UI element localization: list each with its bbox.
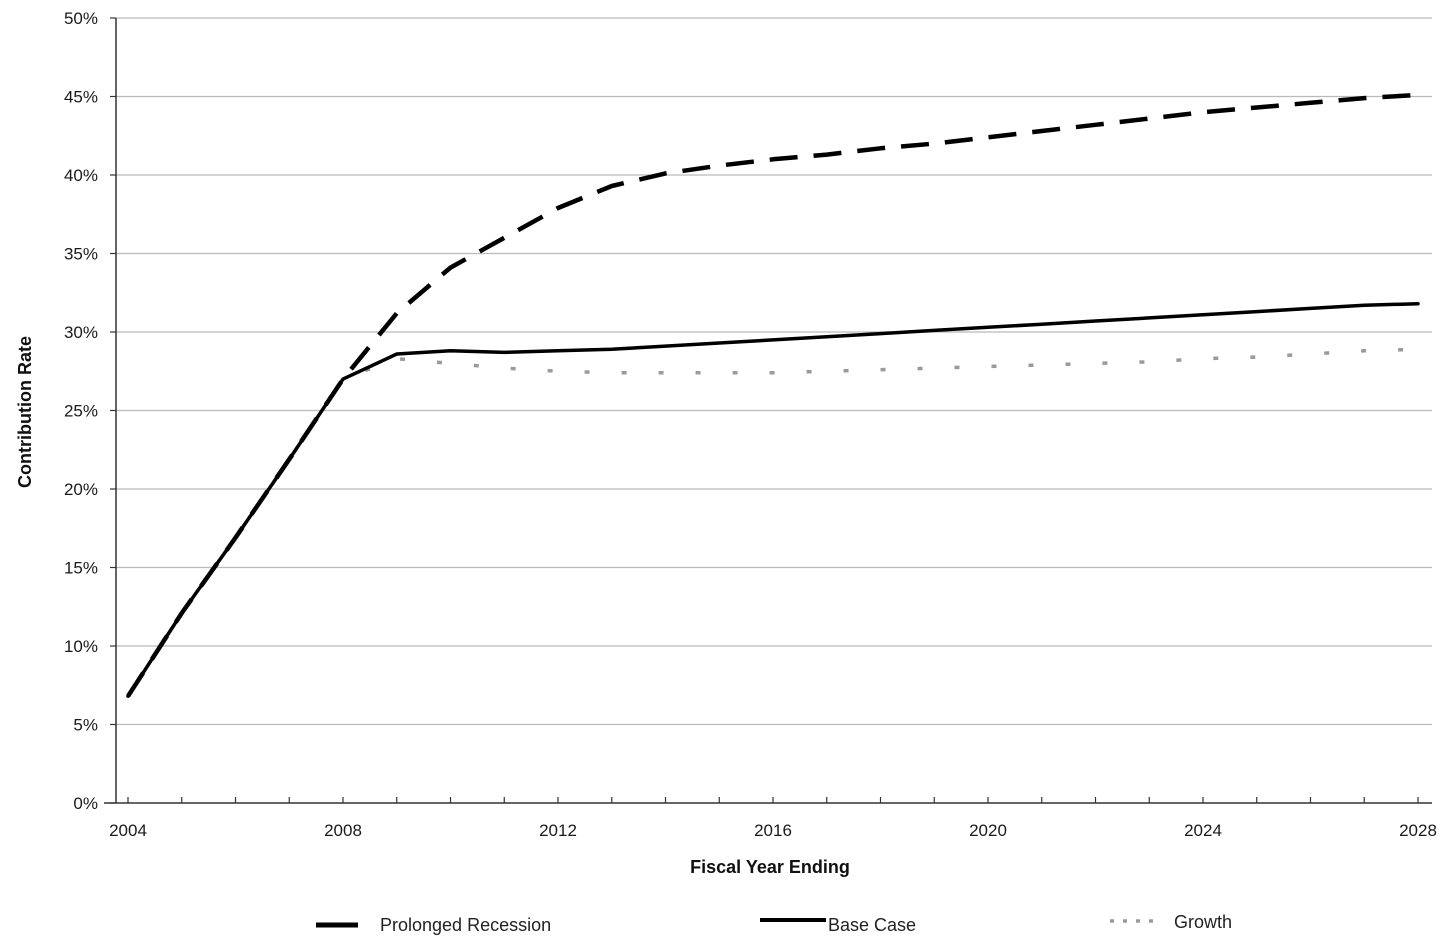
x-tick-label: 2028	[1399, 821, 1437, 840]
x-axis-title: Fiscal Year Ending	[690, 857, 850, 877]
y-axis-title: Contribution Rate	[15, 336, 35, 488]
series-line-growth	[126, 347, 1419, 698]
y-tick-label: 15%	[64, 559, 98, 578]
legend-label-growth: Growth	[1174, 912, 1232, 932]
x-tick-label: 2016	[754, 821, 792, 840]
legend-item-growth[interactable]: Growth	[1110, 912, 1232, 932]
x-tick-label: 2024	[1184, 821, 1222, 840]
legend-label-prolonged-recession: Prolonged Recession	[380, 915, 551, 935]
y-tick-label: 5%	[73, 716, 98, 735]
x-tick-label: 2012	[539, 821, 577, 840]
y-tick-labels: 0% 5% 10% 15% 20% 25% 30% 35% 40% 45% 50%	[64, 9, 116, 813]
x-tick-label: 2008	[324, 821, 362, 840]
y-tick-label: 20%	[64, 480, 98, 499]
legend: Prolonged Recession Base Case Growth	[316, 912, 1232, 935]
y-tick-label: 0%	[73, 794, 98, 813]
y-tick-label: 35%	[64, 245, 98, 264]
series-line-prolonged-recession	[126, 92, 1419, 698]
legend-item-prolonged-recession[interactable]: Prolonged Recession	[316, 915, 551, 935]
y-tick-label: 10%	[64, 637, 98, 656]
legend-label-base-case: Base Case	[828, 915, 916, 935]
series-line-base-case	[126, 301, 1420, 698]
y-tick-label: 25%	[64, 402, 98, 421]
y-tick-label: 45%	[64, 88, 98, 107]
y-tick-label: 50%	[64, 9, 98, 28]
y-tick-label: 30%	[64, 323, 98, 342]
series-layer	[126, 92, 1420, 698]
y-tick-label: 40%	[64, 166, 98, 185]
x-tick-label: 2020	[969, 821, 1007, 840]
gridlines	[116, 17, 1432, 726]
x-tick-label: 2004	[109, 821, 147, 840]
legend-item-base-case[interactable]: Base Case	[760, 915, 916, 935]
x-tick-labels: 2004 2008 2012 2016 2020 2024 2028	[109, 797, 1437, 840]
